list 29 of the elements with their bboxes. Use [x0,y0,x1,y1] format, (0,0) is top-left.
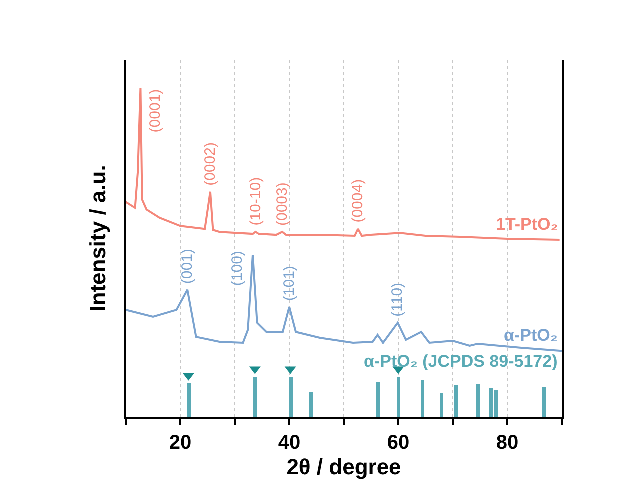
annotation: (10-10) [248,177,265,226]
x-axis-title: 2θ / degree [286,454,402,480]
annotation: (001) [179,249,196,284]
bar [476,384,480,417]
y-axis-title: Intensity / a.u. [85,165,110,312]
x-tick-label: 60 [387,432,410,454]
bar [253,377,257,417]
annotation: (0002) [202,142,220,186]
bar [421,380,424,417]
series-label: 1T-PtO₂ [496,215,558,234]
bar [376,382,380,417]
bar [542,387,546,417]
bar [187,383,191,417]
annotation: (100) [228,251,246,286]
bar [397,377,400,417]
bar [309,392,313,417]
series-label: α-PtO₂ (JCPDS 89-5172) [364,352,558,371]
annotation: (0003) [274,182,291,226]
x-tick-label: 80 [496,432,519,454]
annotation: (0001) [146,89,164,133]
x-tick-label: 40 [278,432,301,454]
annotation: (110) [389,282,406,317]
bar [289,377,293,417]
bar [454,385,458,417]
x-tick-label: 20 [169,432,192,454]
annotation: (101) [280,266,298,302]
bar [440,393,443,417]
annotation: (0004) [350,179,367,223]
series-label: α-PtO₂ [504,326,558,345]
